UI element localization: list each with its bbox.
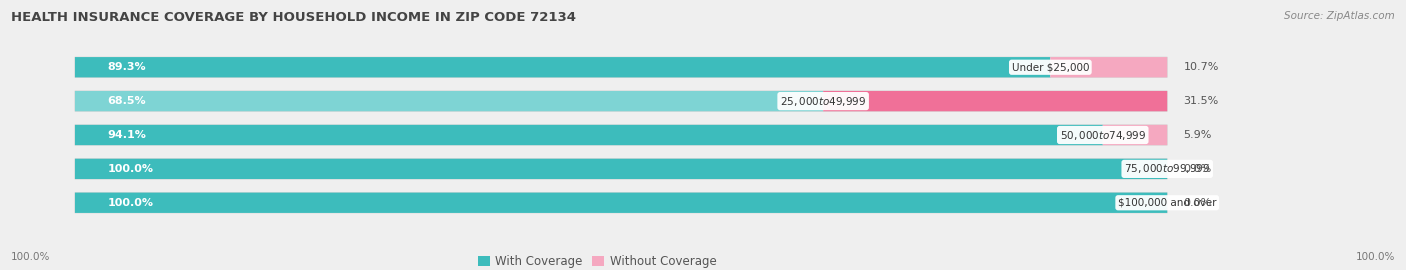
FancyBboxPatch shape (75, 193, 1167, 213)
Text: HEALTH INSURANCE COVERAGE BY HOUSEHOLD INCOME IN ZIP CODE 72134: HEALTH INSURANCE COVERAGE BY HOUSEHOLD I… (11, 11, 576, 24)
FancyBboxPatch shape (75, 57, 1050, 77)
Text: $50,000 to $74,999: $50,000 to $74,999 (1060, 129, 1146, 141)
Text: 0.0%: 0.0% (1184, 164, 1212, 174)
Text: Under $25,000: Under $25,000 (1011, 62, 1090, 72)
Text: $75,000 to $99,999: $75,000 to $99,999 (1123, 162, 1211, 176)
FancyBboxPatch shape (75, 91, 823, 111)
Text: 10.7%: 10.7% (1184, 62, 1219, 72)
FancyBboxPatch shape (75, 125, 1102, 145)
Text: 100.0%: 100.0% (11, 252, 51, 262)
FancyBboxPatch shape (823, 91, 1167, 111)
FancyBboxPatch shape (75, 125, 1167, 145)
Legend: With Coverage, Without Coverage: With Coverage, Without Coverage (475, 253, 718, 270)
FancyBboxPatch shape (75, 57, 1167, 77)
FancyBboxPatch shape (75, 159, 1167, 179)
Text: 5.9%: 5.9% (1184, 130, 1212, 140)
FancyBboxPatch shape (1102, 125, 1167, 145)
Text: 94.1%: 94.1% (108, 130, 146, 140)
Text: 100.0%: 100.0% (108, 198, 153, 208)
FancyBboxPatch shape (75, 159, 1167, 179)
Text: $25,000 to $49,999: $25,000 to $49,999 (780, 94, 866, 108)
Text: Source: ZipAtlas.com: Source: ZipAtlas.com (1284, 11, 1395, 21)
Text: 100.0%: 100.0% (1355, 252, 1395, 262)
Text: 100.0%: 100.0% (108, 164, 153, 174)
Text: 0.0%: 0.0% (1184, 198, 1212, 208)
FancyBboxPatch shape (75, 91, 1167, 111)
FancyBboxPatch shape (1050, 57, 1167, 77)
FancyBboxPatch shape (75, 193, 1167, 213)
Text: 68.5%: 68.5% (108, 96, 146, 106)
Text: 31.5%: 31.5% (1184, 96, 1219, 106)
Text: $100,000 and over: $100,000 and over (1118, 198, 1216, 208)
Text: 89.3%: 89.3% (108, 62, 146, 72)
